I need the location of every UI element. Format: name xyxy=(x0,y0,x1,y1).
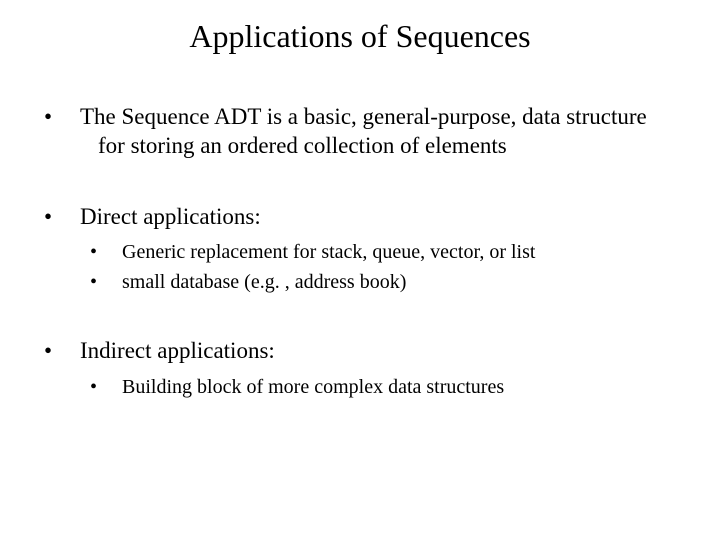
sub-bullet-item: Building block of more complex data stru… xyxy=(122,374,670,400)
bullet-item: Direct applications: xyxy=(80,203,670,232)
sub-bullet-item: Generic replacement for stack, queue, ve… xyxy=(122,239,670,265)
bullet-item: The Sequence ADT is a basic, general-pur… xyxy=(80,103,670,161)
bullet-group-2: Direct applications: Generic replacement… xyxy=(50,203,670,296)
bullet-group-3: Indirect applications: Building block of… xyxy=(50,337,670,400)
bullet-item: Indirect applications: xyxy=(80,337,670,366)
slide-title: Applications of Sequences xyxy=(50,18,670,55)
sub-bullet-item: small database (e.g. , address book) xyxy=(122,269,670,295)
bullet-group-1: The Sequence ADT is a basic, general-pur… xyxy=(50,103,670,161)
